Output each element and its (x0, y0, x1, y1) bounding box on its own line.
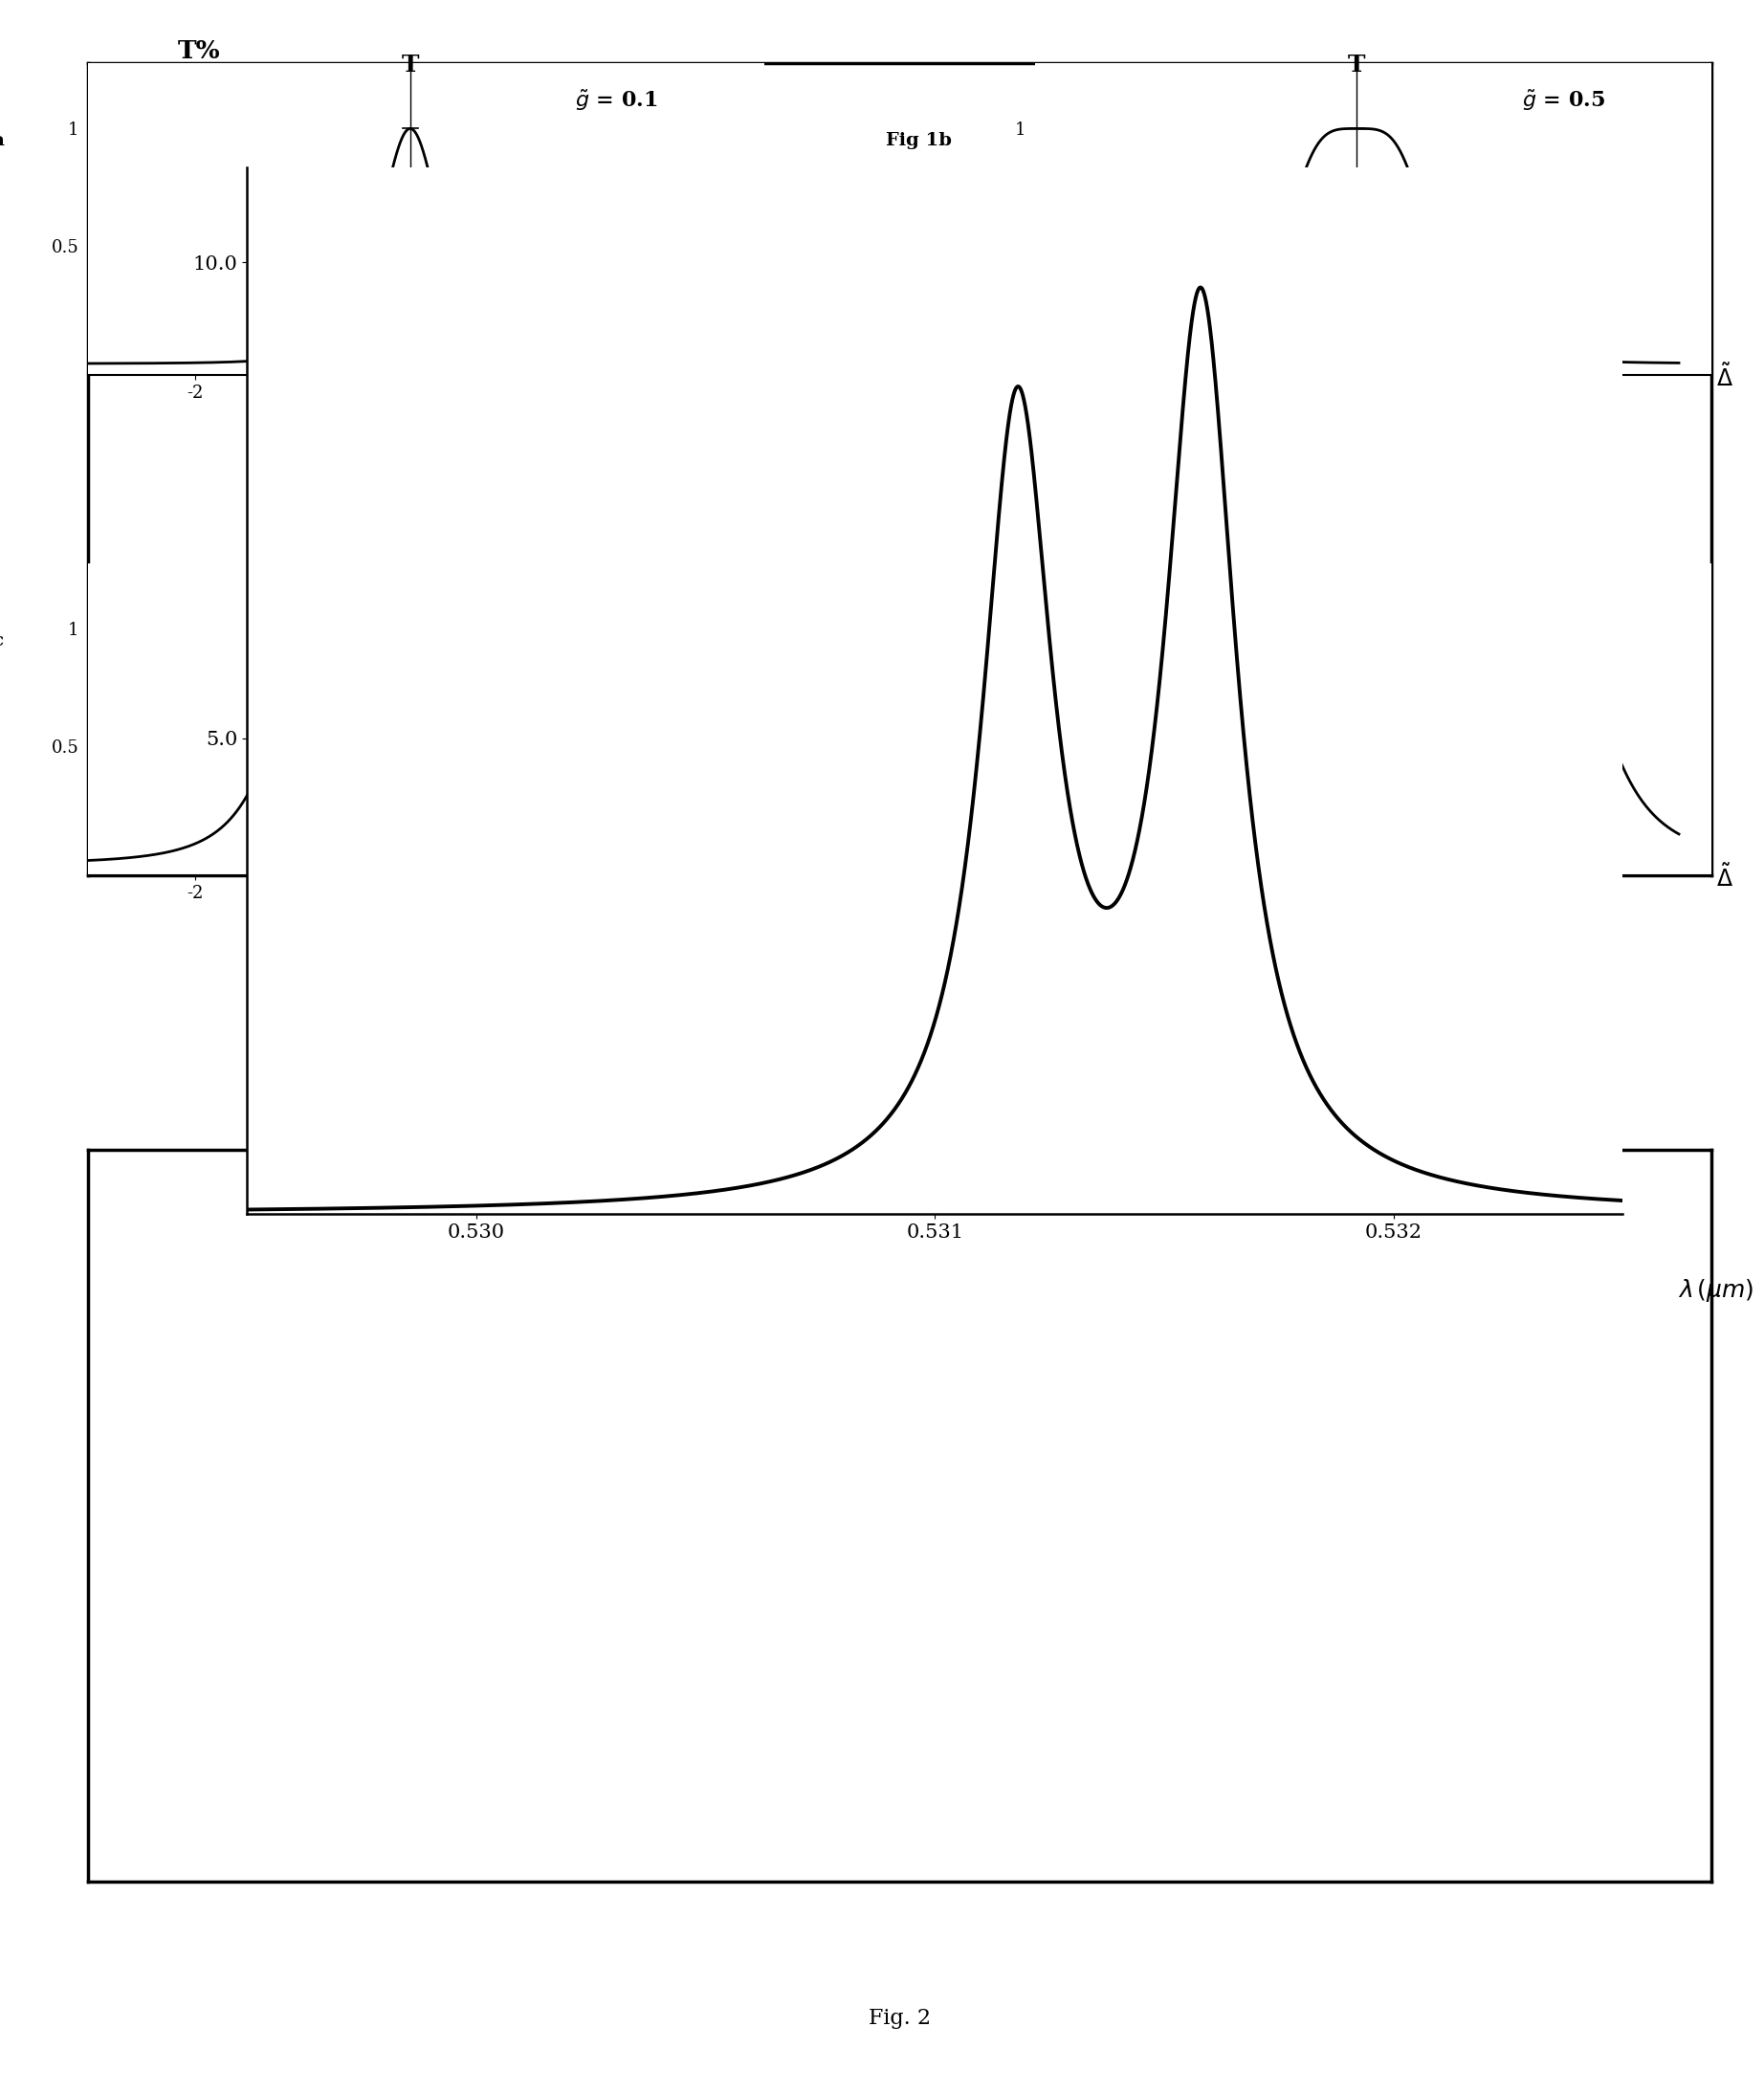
Text: $\tilde{\Delta}$: $\tilde{\Delta}$ (769, 364, 787, 391)
Text: Fig. 1: Fig. 1 (868, 1003, 931, 1023)
Text: $\tilde{g}$ = 2.0: $\tilde{g}$ = 2.0 (1522, 588, 1605, 613)
Text: $\lambda\,(\mu m)$: $\lambda\,(\mu m)$ (1678, 1277, 1753, 1304)
Text: Fig 1d: Fig 1d (886, 632, 953, 649)
Text: Fig 1c: Fig 1c (0, 632, 4, 649)
Text: Fig 1b: Fig 1b (886, 132, 953, 149)
Text: $\tilde{g}$ = 1.0: $\tilde{g}$ = 1.0 (575, 588, 660, 613)
Text: T%: T% (178, 40, 220, 63)
Text: $\tilde{g}$ = 0.5: $\tilde{g}$ = 0.5 (1522, 88, 1605, 113)
Text: T: T (1348, 54, 1365, 77)
Text: $\tilde{\Delta}$: $\tilde{\Delta}$ (1716, 864, 1734, 892)
Text: T: T (1348, 555, 1365, 578)
Text: $\tilde{\Delta}$: $\tilde{\Delta}$ (1716, 364, 1734, 391)
Text: Fig 1a: Fig 1a (0, 132, 5, 149)
Text: $\tilde{g}$ = 0.1: $\tilde{g}$ = 0.1 (575, 88, 658, 113)
Text: T: T (402, 54, 420, 77)
Text: Fig. 2: Fig. 2 (868, 2007, 931, 2028)
Text: T: T (402, 555, 420, 578)
Text: $\tilde{\Delta}$: $\tilde{\Delta}$ (769, 864, 787, 892)
